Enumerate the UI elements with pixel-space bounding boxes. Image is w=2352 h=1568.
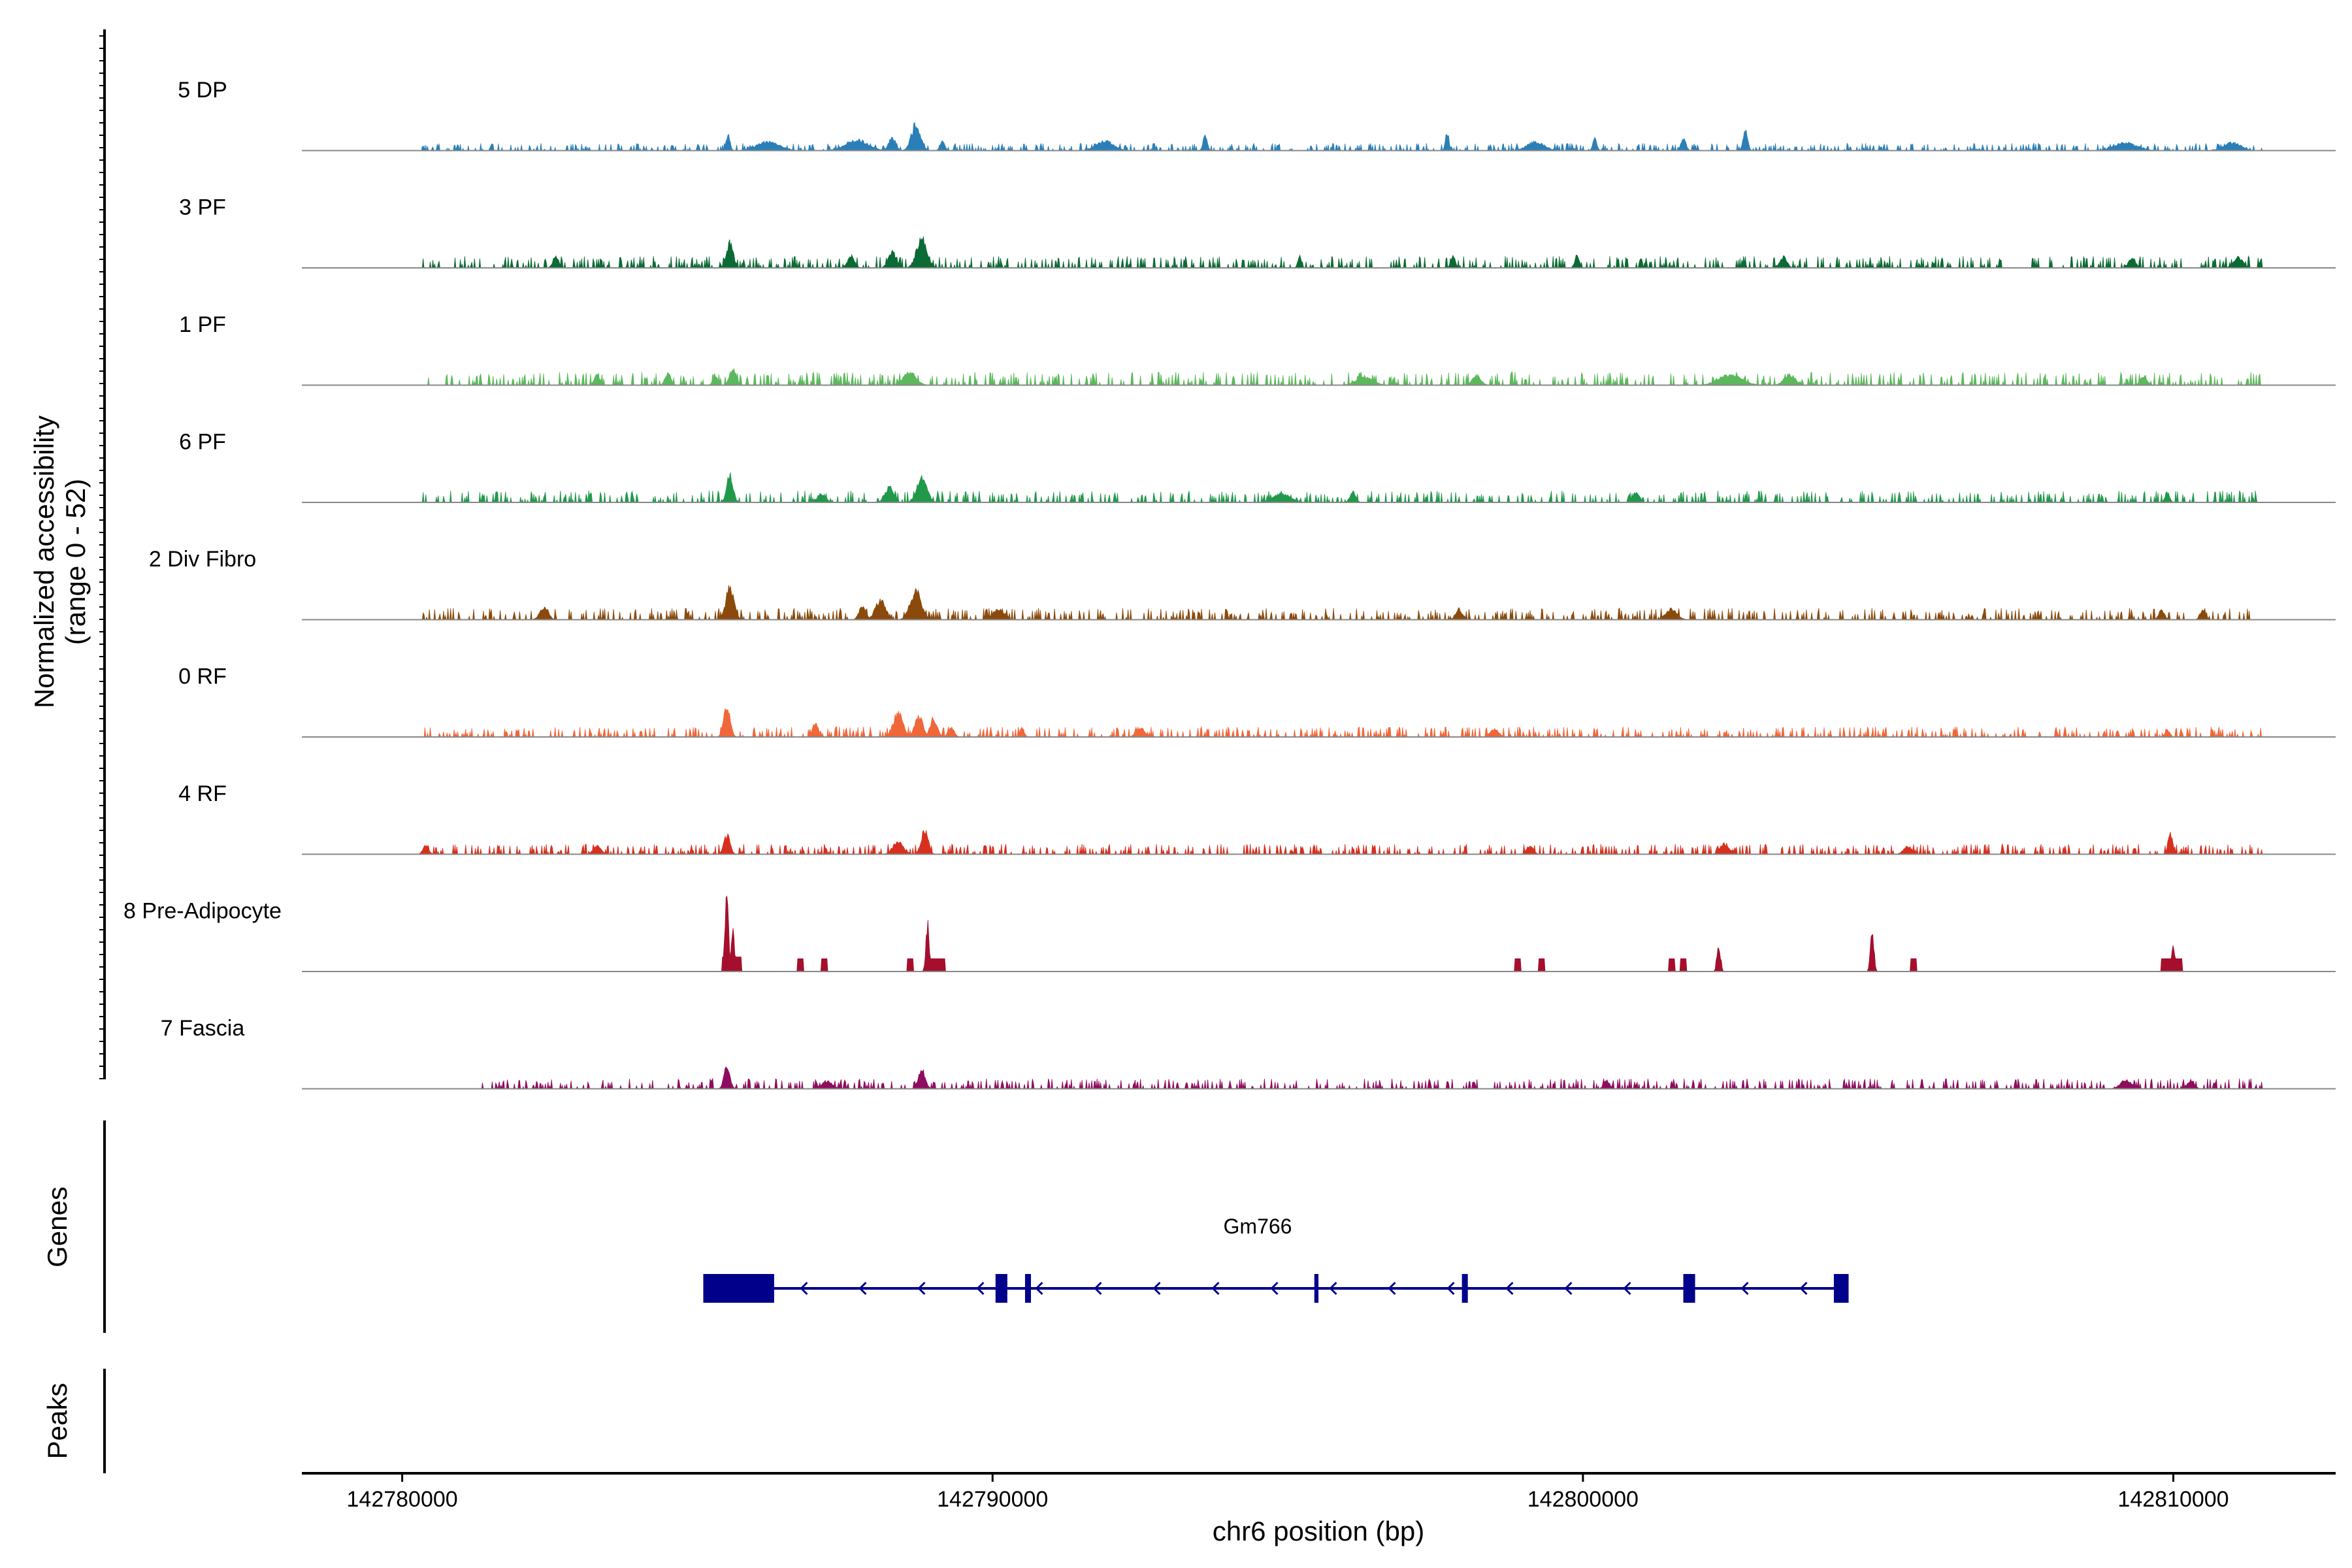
- track-1-pf: 1 PF: [179, 312, 2336, 387]
- y-axis-title-line1: Normalized accessibility: [29, 416, 59, 708]
- x-tick-label: 142780000: [347, 1487, 458, 1512]
- track-signal: [302, 236, 2336, 269]
- gene-exon: [1683, 1274, 1695, 1303]
- peaks-panel: Peaks: [42, 1369, 106, 1473]
- track-label: 0 RF: [178, 664, 227, 689]
- gene-strand-arrow: [1564, 1281, 1573, 1296]
- track-signal: [302, 1066, 2336, 1090]
- track-3-pf: 3 PF: [179, 195, 2336, 269]
- gene-strand-arrow: [858, 1281, 867, 1296]
- peaks-label: Peaks: [42, 1383, 73, 1460]
- gene-model: [703, 1274, 1849, 1303]
- gene-strand-arrow: [976, 1281, 985, 1296]
- x-tick-label: 142790000: [937, 1487, 1048, 1512]
- track-label: 1 PF: [179, 312, 226, 337]
- track-signal: [302, 368, 2336, 387]
- track-8-pre-adipocyte: 8 Pre-Adipocyte: [123, 895, 2336, 972]
- track-label: 7 Fascia: [161, 1016, 245, 1041]
- gene-strand-arrow: [1270, 1281, 1279, 1296]
- genes-label: Genes: [42, 1186, 73, 1267]
- gene-strand-arrow: [1094, 1281, 1102, 1296]
- track-4-rf: 4 RF: [178, 781, 2336, 856]
- x-axis-title: chr6 position (bp): [1213, 1516, 1425, 1546]
- track-signal: [302, 830, 2336, 856]
- gene-exon: [1024, 1274, 1031, 1303]
- gene-strand-arrow: [1329, 1281, 1337, 1296]
- gene-strand-arrow: [917, 1281, 926, 1296]
- gene-strand-arrow: [1740, 1281, 1749, 1296]
- gene-strand-arrow: [800, 1281, 808, 1296]
- gene-exon: [1462, 1274, 1468, 1303]
- track-label: 3 PF: [179, 195, 226, 220]
- gene-strand-arrow: [1035, 1281, 1043, 1296]
- gene-name-label: Gm766: [1224, 1215, 1292, 1238]
- track-signal: [302, 895, 2336, 972]
- track-label: 5 DP: [178, 78, 227, 103]
- genes-panel: Genes Gm766: [42, 1120, 1849, 1333]
- track-label: 2 Div Fibro: [149, 547, 256, 572]
- y-axis-title-line2: (range 0 - 52): [60, 479, 91, 645]
- track-2-div-fibro: 2 Div Fibro: [149, 547, 2336, 621]
- gene-strand-arrow: [1211, 1281, 1220, 1296]
- track-signal: [302, 472, 2336, 504]
- track-6-pf: 6 PF: [179, 430, 2336, 504]
- track-0-rf: 0 RF: [178, 664, 2336, 738]
- y-axis-title: Normalized accessibility (range 0 - 52): [29, 416, 91, 708]
- x-axis: 142780000 142790000 142800000 142810000 chr…: [302, 1472, 2336, 1546]
- track-label: 4 RF: [178, 781, 227, 806]
- gene-strand-arrow: [1505, 1281, 1514, 1296]
- track-label: 6 PF: [179, 430, 226, 455]
- track-label: 8 Pre-Adipocyte: [123, 899, 282, 924]
- track-signal: [302, 122, 2336, 152]
- x-tick-label: 142810000: [2117, 1487, 2229, 1512]
- gene-strand-arrow: [1799, 1281, 1808, 1296]
- gene-strand-arrow: [1388, 1281, 1396, 1296]
- coverage-tracks: 5 DP 3 PF 1 PF 6 PF 2 Div Fibro 0 RF 4 RF 8 Pre…: [123, 78, 2336, 1090]
- gene-strand-arrow: [1446, 1281, 1455, 1296]
- gene-exon: [703, 1274, 774, 1303]
- x-tick-label: 142800000: [1527, 1487, 1639, 1512]
- gene-strand-arrow: [1152, 1281, 1161, 1296]
- track-5-dp: 5 DP: [178, 78, 2336, 152]
- gene-exon: [1314, 1274, 1319, 1303]
- gene-exon: [1833, 1274, 1849, 1303]
- track-7-fascia: 7 Fascia: [161, 1016, 2336, 1090]
- gene-exon: [995, 1274, 1007, 1303]
- coverage-y-axis: [99, 29, 106, 1079]
- gene-strand-arrow: [1623, 1281, 1631, 1296]
- x-axis-ticks: 142780000 142790000 142800000 142810000: [347, 1473, 2229, 1512]
- track-signal: [302, 708, 2336, 738]
- track-signal: [302, 585, 2336, 621]
